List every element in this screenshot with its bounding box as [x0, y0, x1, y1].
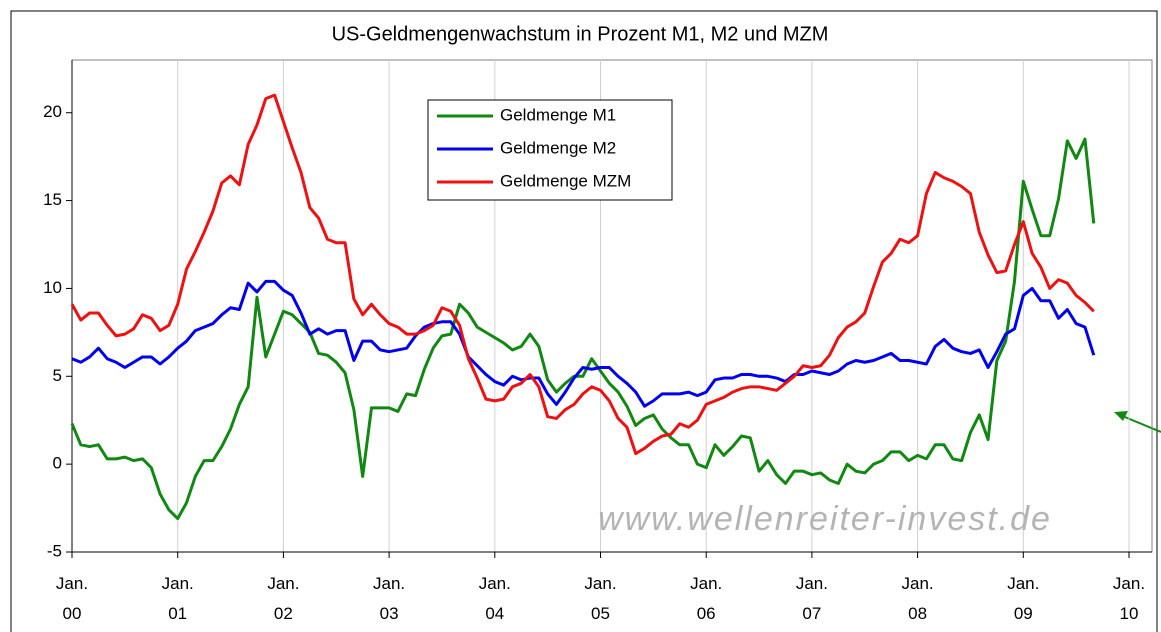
x-tick-label: Jan. 01: [161, 574, 194, 623]
y-tick-label: 10: [43, 278, 62, 297]
x-tick-label: Jan. 00: [55, 574, 89, 623]
watermark: www.wellenreiter-invest.de: [598, 500, 1052, 538]
chart-title: US-Geldmengenwachstum in Prozent M1, M2 …: [332, 23, 829, 45]
legend-label: Geldmenge M1: [500, 105, 616, 124]
y-tick-label: -5: [47, 541, 62, 560]
line-series: [70, 137, 1096, 521]
x-tick-label: Jan. 09: [1007, 574, 1040, 623]
y-tick-label: 0: [53, 454, 62, 473]
line-series: [71, 279, 1096, 408]
x-tick-label: Jan. 02: [267, 574, 300, 623]
line-series: [70, 93, 1095, 456]
legend-label: Geldmenge MZM: [500, 171, 631, 190]
x-tick-label: Jan. 03: [373, 574, 406, 623]
legend: Geldmenge M1 Geldmenge M2 Geldmenge MZM: [427, 99, 673, 201]
arrow: [1114, 411, 1161, 433]
y-tick-label: 15: [43, 190, 62, 209]
x-tick-label: Jan. 08: [901, 574, 934, 623]
x-tick-label: Jan. 10: [1112, 574, 1146, 623]
x-tick-label: Jan. 07: [795, 574, 828, 623]
y-tick-label: 20: [43, 102, 62, 121]
y-tick-label: 5: [53, 366, 62, 385]
x-tick-label: Jan. 04: [478, 574, 511, 623]
x-tick-label: Jan. 05: [584, 574, 617, 623]
legend-label: Geldmenge M2: [500, 138, 616, 157]
x-tick-label: Jan. 06: [690, 574, 723, 623]
